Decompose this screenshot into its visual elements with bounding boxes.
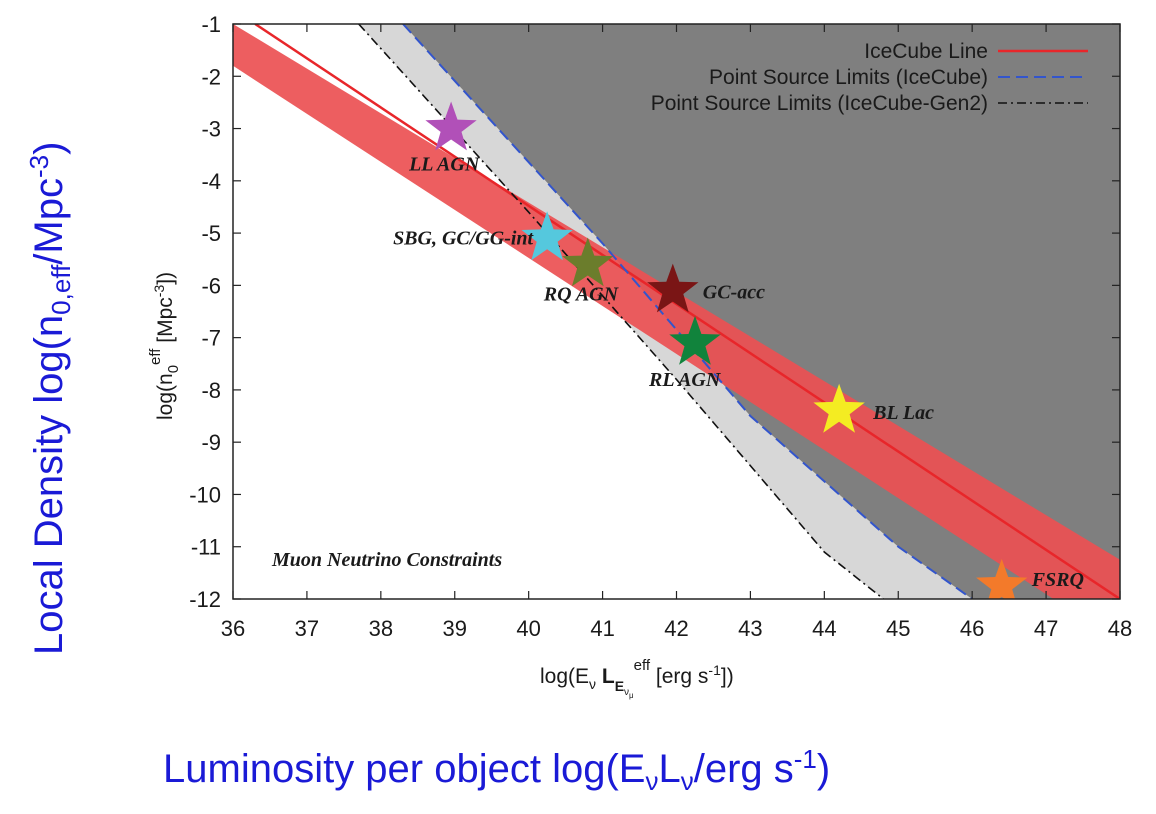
x-tick-label: 37 bbox=[295, 616, 319, 641]
y-tick-label: -9 bbox=[201, 430, 221, 455]
icecube-band bbox=[233, 24, 1120, 599]
source-star-gc-acc bbox=[647, 263, 699, 313]
source-label-rq-agn: RQ AGN bbox=[543, 284, 620, 306]
source-label-ll-agn: LL AGN bbox=[408, 154, 481, 176]
outer-x-label: Luminosity per object log(EνLν/erg s-1) bbox=[163, 744, 830, 796]
x-tick-label: 46 bbox=[960, 616, 984, 641]
y-tick-label: -3 bbox=[201, 117, 221, 142]
source-star-rl-agn bbox=[669, 315, 721, 365]
legend: IceCube Line Point Source Limits (IceCub… bbox=[651, 40, 1088, 115]
ps-limit-gen2-line bbox=[358, 24, 884, 599]
annotation-muon-neutrino: Muon Neutrino Constraints bbox=[271, 549, 502, 571]
y-axis-label: log(n0eff [Mpc-3]) bbox=[147, 272, 182, 420]
ps-limit-icecube-line bbox=[402, 24, 973, 599]
x-tick-label: 44 bbox=[812, 616, 836, 641]
x-tick-label: 38 bbox=[369, 616, 393, 641]
y-tick-label: -7 bbox=[201, 326, 221, 351]
source-star-fsrq bbox=[976, 558, 1028, 599]
y-tick-label: -6 bbox=[201, 273, 221, 298]
source-label-sbg-gc-gg-int: SBG, GC/GG-int bbox=[393, 227, 534, 249]
x-tick-label: 42 bbox=[664, 616, 688, 641]
source-label-bl-lac: BL Lac bbox=[872, 402, 934, 424]
source-label-fsrq: FSRQ bbox=[1031, 569, 1084, 591]
x-tick-label: 47 bbox=[1034, 616, 1058, 641]
x-tick-label: 48 bbox=[1108, 616, 1132, 641]
y-tick-label: -10 bbox=[189, 482, 221, 507]
source-label-gc-acc: GC-acc bbox=[703, 282, 765, 304]
x-tick-label: 40 bbox=[516, 616, 540, 641]
plot-area bbox=[233, 24, 1120, 599]
y-tick-label: -5 bbox=[201, 221, 221, 246]
x-tick-label: 43 bbox=[738, 616, 762, 641]
source-label-rl-agn: RL AGN bbox=[648, 369, 722, 391]
source-star-rq-agn bbox=[562, 237, 614, 287]
y-tick-label: -11 bbox=[191, 535, 221, 560]
x-tick-label: 36 bbox=[221, 616, 245, 641]
y-tick-label: -4 bbox=[201, 169, 221, 194]
outer-y-label: Local Density log(n0,eff/Mpc-3) bbox=[24, 142, 76, 655]
legend-label-ps-gen2: Point Source Limits (IceCube-Gen2) bbox=[651, 92, 988, 115]
legend-label-icecube-line: IceCube Line bbox=[864, 40, 988, 63]
y-tick-label: -12 bbox=[189, 587, 221, 612]
x-axis-label: log(Eν LEνμeff [erg s-1]) bbox=[540, 657, 734, 700]
x-tick-label: 39 bbox=[443, 616, 467, 641]
y-tick-label: -1 bbox=[201, 12, 221, 37]
y-tick-label: -8 bbox=[201, 378, 221, 403]
x-tick-label: 45 bbox=[886, 616, 910, 641]
legend-label-ps-icecube: Point Source Limits (IceCube) bbox=[709, 66, 988, 89]
x-tick-label: 41 bbox=[590, 616, 614, 641]
source-star-ll-agn bbox=[425, 101, 477, 151]
source-star-bl-lac bbox=[813, 383, 865, 433]
y-tick-label: -2 bbox=[201, 64, 221, 89]
source-star-sbg-gc-gg-int bbox=[521, 211, 573, 261]
